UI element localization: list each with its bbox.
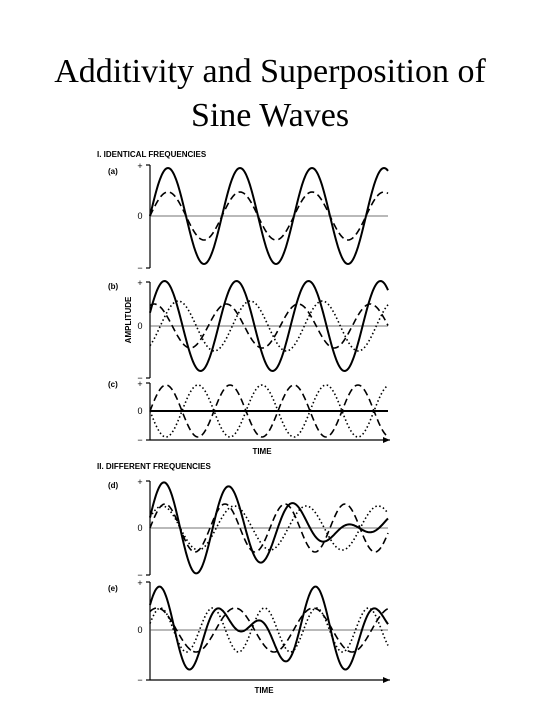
- axis-sign: −: [137, 373, 142, 383]
- axis-sign: −: [137, 570, 142, 580]
- wave-curve: [149, 191, 389, 241]
- axis-sign: 0: [137, 523, 142, 533]
- panel-label: (d): [108, 481, 119, 490]
- wave-curve: [149, 607, 389, 653]
- wave-curve: [149, 303, 389, 349]
- wave-curve: [149, 279, 389, 373]
- axis-sign: 0: [137, 406, 142, 416]
- x-axis-label: TIME: [252, 447, 272, 456]
- section-heading: I. IDENTICAL FREQUENCIES: [97, 150, 207, 159]
- wave-curve: [149, 607, 389, 653]
- axis-sign: +: [137, 379, 142, 389]
- panel-label: (c): [108, 380, 118, 389]
- axis-sign: +: [137, 278, 142, 288]
- panel-label: (b): [108, 282, 119, 291]
- arrow-head: [383, 677, 390, 683]
- panel-label: (a): [108, 167, 118, 176]
- title-line: Sine Waves: [191, 97, 349, 134]
- axis-sign: −: [137, 435, 142, 445]
- wave-curve: [149, 503, 389, 553]
- axis-sign: +: [137, 477, 142, 487]
- x-axis-label: TIME: [254, 686, 274, 695]
- section-heading: II. DIFFERENT FREQUENCIES: [97, 462, 211, 471]
- wave-curve: [149, 585, 389, 671]
- axis-sign: 0: [137, 321, 142, 331]
- axis-sign: 0: [137, 211, 142, 221]
- axis-sign: +: [137, 161, 142, 171]
- wave-curve: [149, 481, 389, 575]
- wave-curve: [149, 384, 389, 438]
- panel-label: (e): [108, 584, 118, 593]
- axis-sign: −: [137, 263, 142, 273]
- arrow-head: [383, 437, 390, 443]
- wave-curve: [149, 505, 389, 551]
- axis-sign: −: [137, 675, 142, 685]
- y-axis-label: AMPLITUDE: [124, 296, 133, 343]
- axis-sign: 0: [137, 625, 142, 635]
- axis-sign: +: [137, 578, 142, 588]
- title-line: Additivity and Superposition of: [54, 53, 486, 90]
- wave-curve: [149, 166, 389, 266]
